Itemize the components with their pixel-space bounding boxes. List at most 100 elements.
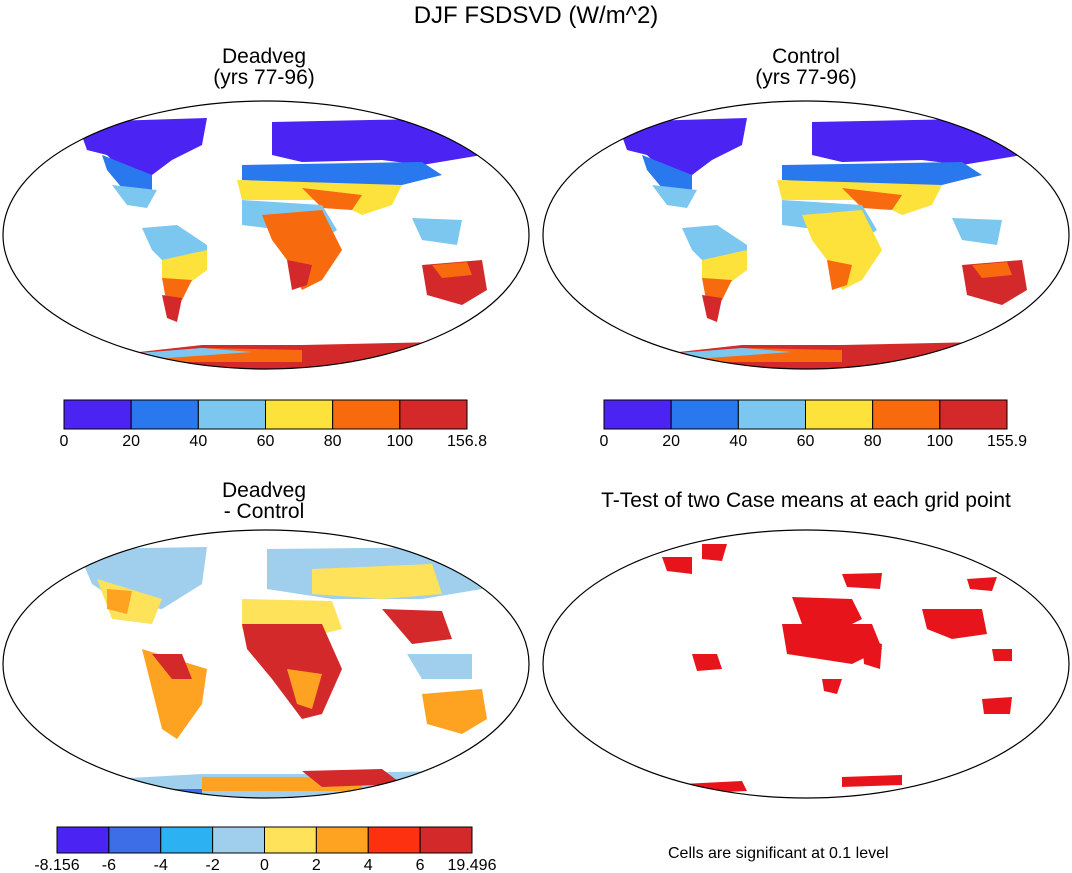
colorbar-swatch — [367, 826, 421, 854]
colorbar-swatch — [264, 826, 317, 854]
colorbar-swatch — [419, 826, 473, 854]
colorbar-swatch — [108, 826, 162, 854]
region-africa-south — [827, 260, 852, 290]
region-africa-central — [802, 210, 882, 290]
panel-title-difference: Deadveg - Control — [134, 480, 394, 522]
colorbar-deadveg: 0 20 40 60 80 100 156.8 — [60, 399, 487, 450]
colorbar-swatch — [197, 399, 266, 430]
region-north-america-south — [112, 185, 157, 208]
colorbar-control: 0 20 40 60 80 100 155.9 — [600, 399, 1027, 450]
map-border — [542, 100, 1070, 370]
sig-patch — [967, 577, 997, 591]
sig-patch — [682, 781, 747, 794]
sig-patch — [662, 557, 692, 574]
colorbar-label: -8.156 — [34, 857, 79, 873]
map-field — [77, 118, 487, 369]
sig-patch — [992, 649, 1012, 661]
colorbar-swatch — [399, 399, 468, 430]
region-north-america-north — [77, 118, 207, 175]
map-border — [2, 100, 530, 370]
map-border — [542, 529, 1070, 799]
sig-patch — [842, 775, 902, 787]
region-eurasia-north — [812, 118, 1022, 165]
colorbar-swatch — [670, 399, 739, 430]
region-patagonia — [702, 295, 722, 322]
region-africa-south — [287, 260, 312, 290]
colorbar-label: -4 — [154, 857, 168, 873]
colorbar-label: 80 — [864, 433, 882, 450]
region-eurasia-mid — [242, 162, 442, 185]
region-australia-north — [432, 262, 472, 278]
region-eurasia-mid — [782, 162, 982, 185]
map-control — [542, 100, 1070, 370]
main-title: DJF FSDSVD (W/m^2) — [413, 2, 659, 29]
colorbar-label: 0 — [60, 433, 69, 450]
region-eurasia-north — [272, 118, 482, 165]
panel-title-line1: Deadveg — [221, 479, 307, 502]
colorbar-swatch — [130, 399, 199, 430]
region-south-america — [142, 649, 207, 739]
colorbar-label: 40 — [189, 433, 207, 450]
region-antarctica-blue — [112, 789, 202, 798]
region-south-asia — [382, 609, 452, 644]
map-border — [2, 529, 530, 799]
colorbar-label: 19.496 — [448, 857, 497, 873]
region-south-america-mid — [702, 250, 747, 285]
region-maritime-asia — [407, 654, 472, 679]
map-field — [617, 118, 1027, 369]
map-field — [77, 547, 487, 798]
region-north-america-mid — [102, 155, 152, 192]
sig-patch — [982, 697, 1012, 714]
colorbar-label: 60 — [257, 433, 275, 450]
colorbar-label: 80 — [324, 433, 342, 450]
map-difference — [2, 529, 530, 799]
colorbar-difference: -8.156 -6 -4 -2 0 2 4 6 19.496 — [34, 826, 497, 873]
region-patagonia — [162, 295, 182, 322]
panel-title-line1: Deadveg — [221, 45, 307, 68]
colorbar-swatch — [805, 399, 874, 430]
colorbar-swatch — [939, 399, 1008, 430]
region-antarctica-red — [302, 769, 402, 787]
sig-patch — [862, 639, 882, 669]
colorbar-swatch — [737, 399, 806, 430]
region-north-america-south — [652, 185, 697, 208]
region-north-america-east — [107, 589, 132, 614]
sig-patch — [842, 573, 882, 589]
region-africa-central — [262, 210, 342, 290]
sig-patch — [782, 624, 882, 664]
colorbar-label: 20 — [662, 433, 680, 450]
colorbar-swatch — [212, 826, 265, 854]
significance-note: Cells are significant at 0.1 level — [668, 845, 889, 862]
colorbar-label: 60 — [797, 433, 815, 450]
colorbar-swatch — [160, 826, 214, 854]
region-siberia — [312, 564, 442, 599]
colorbar-swatch — [63, 399, 132, 430]
colorbar-label: 4 — [364, 857, 373, 873]
region-australia-north — [972, 262, 1012, 278]
colorbar-swatch — [56, 826, 110, 854]
colorbar-label: 40 — [729, 433, 747, 450]
colorbar-label: 2 — [312, 857, 321, 873]
colorbar-swatch — [265, 399, 334, 430]
panel-title-line2: (yrs 77-96) — [755, 66, 857, 89]
panel-title-line2: (yrs 77-96) — [213, 66, 315, 89]
region-north-america-mid — [642, 155, 692, 192]
region-amazon — [152, 654, 192, 679]
region-middle-east — [842, 188, 902, 210]
region-africa-south — [287, 669, 322, 709]
panel-title-line2: - Control — [223, 500, 305, 523]
sig-patch — [702, 544, 727, 561]
significant-cells — [662, 544, 1012, 794]
map-deadveg — [2, 100, 530, 370]
region-southeast-asia — [952, 218, 1002, 245]
panel-title-ttest: T-Test of two Case means at each grid po… — [546, 490, 1066, 511]
panel-title-deadveg: Deadveg (yrs 77-96) — [134, 46, 394, 88]
colorbar-swatch — [332, 399, 401, 430]
region-southeast-asia — [412, 218, 462, 245]
colorbar-label: 20 — [122, 433, 140, 450]
colorbar-label: -6 — [102, 857, 116, 873]
region-north-america-north — [617, 118, 747, 175]
colorbar-label: 6 — [416, 857, 425, 873]
colorbar-label: 100 — [386, 433, 413, 450]
sig-patch — [792, 597, 862, 629]
